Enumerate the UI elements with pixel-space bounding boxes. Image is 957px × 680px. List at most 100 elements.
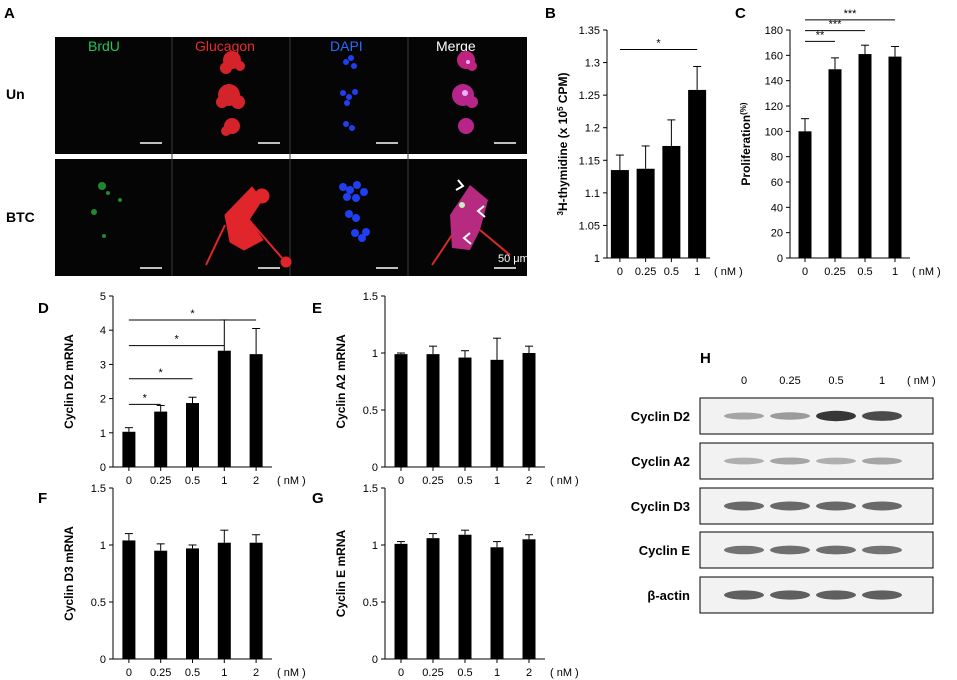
significance-mark: ** [816, 29, 825, 41]
x-tick-label: 0.25 [824, 266, 845, 278]
y-tick-label: 0.5 [91, 597, 106, 609]
scale-bars [140, 142, 516, 269]
bar [186, 548, 199, 659]
chart-d-cyclin-d2: 0 1 2 3 4 5 0 0.25 0.5 1 2 ( nM ) Cyclin D2 mRNA * * * * [62, 291, 306, 487]
bar [249, 354, 263, 467]
blot-lane-label: 0.5 [828, 375, 843, 387]
x-unit-label: ( nM ) [277, 667, 306, 679]
blot-band [816, 457, 856, 465]
y-tick-label: 1.25 [579, 90, 600, 102]
x-tick-label: 1 [221, 475, 227, 487]
blot-band [862, 457, 902, 465]
bar [122, 431, 136, 467]
x-tick-label: 1 [694, 266, 700, 278]
y-tick-label: 0 [372, 462, 378, 474]
y-tick-label: 0.5 [363, 405, 378, 417]
panel-label-g: G [312, 490, 324, 507]
bar [217, 350, 231, 467]
panel-label-f: F [38, 490, 47, 507]
y-tick-label: 1.35 [579, 25, 600, 37]
y-tick-label: 120 [765, 101, 783, 113]
x-tick-label: 1 [494, 475, 500, 487]
x-tick-label: 0.5 [857, 266, 872, 278]
blot-band [862, 545, 902, 555]
y-tick-label: 1.5 [91, 483, 106, 495]
merge-cells-btc [431, 179, 511, 266]
channel-label-brdu: BrdU [88, 38, 120, 54]
blot-unit-label: ( nM ) [907, 375, 936, 387]
bar [458, 357, 472, 467]
blot-band [770, 545, 810, 555]
x-tick-label: 2 [526, 475, 532, 487]
bar [636, 168, 655, 258]
x-tick-label: 0.5 [457, 667, 472, 679]
y-axis-label: Cyclin D2 mRNA [62, 334, 76, 429]
x-tick-label: 0.5 [185, 475, 200, 487]
chart-f-cyclin-d3: 0 0.5 1 1.5 0 0.25 0.5 1 2 ( nM ) Cyclin D3 mRNA [62, 483, 306, 679]
x-unit-label: ( nM ) [912, 266, 941, 278]
significance-mark: * [656, 38, 661, 50]
panel-label-h: H [700, 350, 711, 367]
y-tick-label: 3 [100, 359, 106, 371]
x-unit-label: ( nM ) [714, 266, 743, 278]
blot-lane-label: 0.25 [779, 375, 800, 387]
bar [394, 354, 408, 467]
panel-label-a: A [4, 5, 15, 22]
x-tick-label: 0 [398, 667, 404, 679]
blot-band [862, 411, 902, 421]
channel-label-merge: Merge [436, 38, 476, 54]
brdu-cells-btc [91, 182, 122, 238]
bar [798, 131, 812, 258]
y-tick-label: 1.2 [585, 123, 600, 135]
y-tick-label: 1.1 [585, 188, 600, 200]
bar [426, 354, 440, 467]
blot-band [724, 590, 764, 600]
bar [394, 543, 408, 659]
y-tick-label: 0 [777, 253, 783, 265]
panel-label-b: B [545, 5, 556, 22]
bar [490, 547, 504, 659]
blot-lane-label: 0 [741, 375, 747, 387]
x-tick-label: 2 [253, 475, 259, 487]
x-tick-label: 0 [126, 667, 132, 679]
blot-band [816, 501, 856, 511]
bar [522, 539, 536, 659]
x-tick-label: 2 [253, 667, 259, 679]
x-tick-label: 0 [126, 475, 132, 487]
y-axis-label: Cyclin E mRNA [334, 529, 348, 617]
row-label-un: Un [6, 86, 25, 102]
blot-band [724, 501, 764, 511]
blot-row-label: Cyclin E [639, 543, 691, 558]
significance-mark: * [174, 334, 179, 346]
x-tick-label: 0.25 [150, 667, 171, 679]
bar [688, 89, 707, 258]
bar [249, 542, 263, 659]
y-tick-label: 1.05 [579, 220, 600, 232]
y-tick-label: 160 [765, 50, 783, 62]
blot-band [770, 590, 810, 600]
y-axis-label: Cyclin D3 mRNA [62, 526, 76, 621]
y-tick-label: 100 [765, 126, 783, 138]
x-tick-label: 1 [221, 667, 227, 679]
y-tick-label: 0 [372, 654, 378, 666]
x-unit-label: ( nM ) [550, 667, 579, 679]
blot-band [724, 412, 764, 420]
channel-label-glucagon: Glucagon [195, 38, 255, 54]
y-tick-label: 1 [100, 428, 106, 440]
blot-row-label: Cyclin A2 [631, 454, 690, 469]
y-tick-label: 180 [765, 25, 783, 37]
bar [522, 353, 536, 467]
x-tick-label: 0 [617, 266, 623, 278]
bar [154, 411, 168, 467]
x-tick-label: 0.25 [422, 667, 443, 679]
y-tick-label: 5 [100, 291, 106, 303]
dapi-nuclei-btc [339, 181, 370, 242]
blot-band [816, 590, 856, 600]
blot-band [770, 457, 810, 465]
panel-label-e: E [312, 300, 322, 317]
significance-mark: * [159, 367, 164, 379]
glucagon-cells-btc [205, 186, 292, 268]
chart-g-cyclin-e: 0 0.5 1 1.5 0 0.25 0.5 1 2 ( nM ) Cyclin E mRNA [334, 483, 579, 679]
blot-lane-label: 1 [879, 375, 885, 387]
y-axis-label: Cyclin A2 mRNA [334, 334, 348, 429]
